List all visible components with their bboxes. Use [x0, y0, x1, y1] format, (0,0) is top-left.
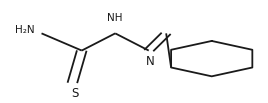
Text: NH: NH	[107, 13, 123, 23]
Text: H₂N: H₂N	[15, 25, 35, 35]
Text: N: N	[146, 55, 154, 68]
Text: S: S	[71, 87, 79, 100]
